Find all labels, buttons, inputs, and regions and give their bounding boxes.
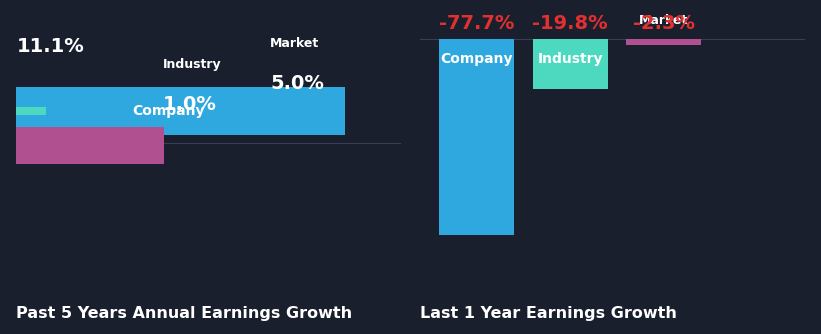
Text: Company: Company (131, 104, 204, 118)
Bar (439, 39, 514, 234)
Text: Industry: Industry (538, 52, 603, 66)
Text: Market: Market (270, 37, 319, 50)
Text: 5.0%: 5.0% (270, 74, 324, 93)
Bar (16, 127, 164, 164)
Text: -77.7%: -77.7% (438, 14, 514, 33)
Bar (626, 39, 701, 45)
Text: Industry: Industry (163, 58, 221, 71)
Text: 11.1%: 11.1% (16, 37, 85, 56)
Text: Company: Company (440, 52, 512, 66)
Text: -2.3%: -2.3% (633, 14, 695, 33)
Text: -19.8%: -19.8% (532, 14, 608, 33)
Bar (16, 107, 46, 115)
Text: Last 1 Year Earnings Growth: Last 1 Year Earnings Growth (420, 306, 677, 321)
Bar (533, 39, 608, 89)
Text: Market: Market (640, 14, 689, 27)
Text: 1.0%: 1.0% (163, 95, 217, 114)
Text: Past 5 Years Annual Earnings Growth: Past 5 Years Annual Earnings Growth (16, 306, 352, 321)
Bar (16, 88, 345, 135)
